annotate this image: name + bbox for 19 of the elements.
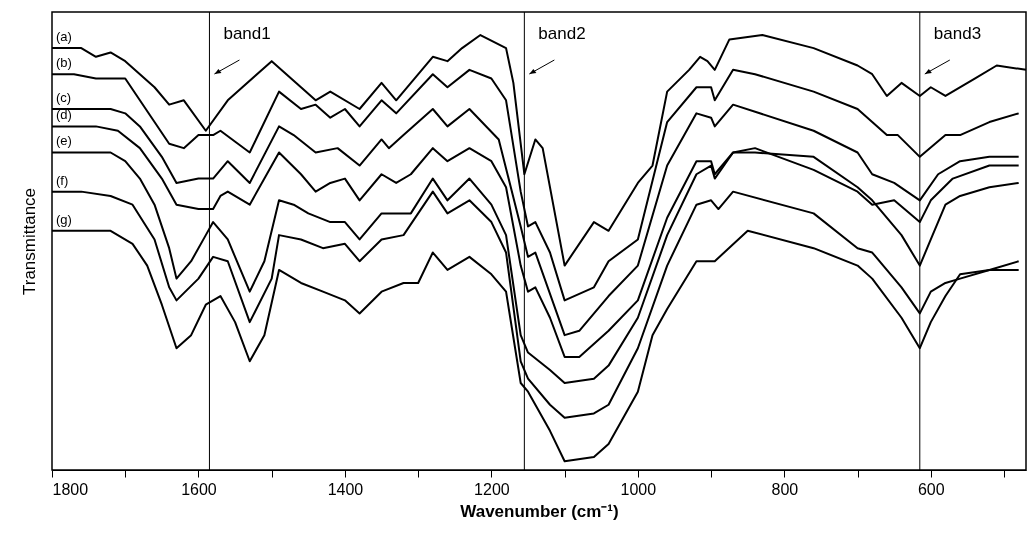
- series-label: (e): [56, 133, 72, 149]
- x-tick-label: 1200: [474, 480, 510, 498]
- y-axis-title: Transmittance: [19, 187, 39, 296]
- series-label: (f): [56, 172, 69, 188]
- series-label: (c): [56, 89, 72, 105]
- series-label: (b): [56, 55, 72, 71]
- series-label: (g): [56, 211, 72, 227]
- x-tick-label: 1400: [327, 480, 364, 498]
- series-label: (a): [56, 29, 72, 45]
- ref-line-label: band2: [538, 24, 586, 43]
- x-tick-label: 600: [917, 480, 945, 498]
- x-axis-title: Wavenumber (cm⁻¹): [460, 501, 619, 521]
- x-tick-label: 800: [771, 480, 799, 498]
- x-tick-label: 1800: [52, 480, 89, 498]
- ref-line-label: band3: [933, 24, 982, 43]
- x-tick-label: 1600: [181, 480, 217, 498]
- series-label: (d): [56, 107, 72, 123]
- x-tick-label: 1000: [620, 480, 657, 498]
- ref-line-label: band1: [223, 24, 271, 43]
